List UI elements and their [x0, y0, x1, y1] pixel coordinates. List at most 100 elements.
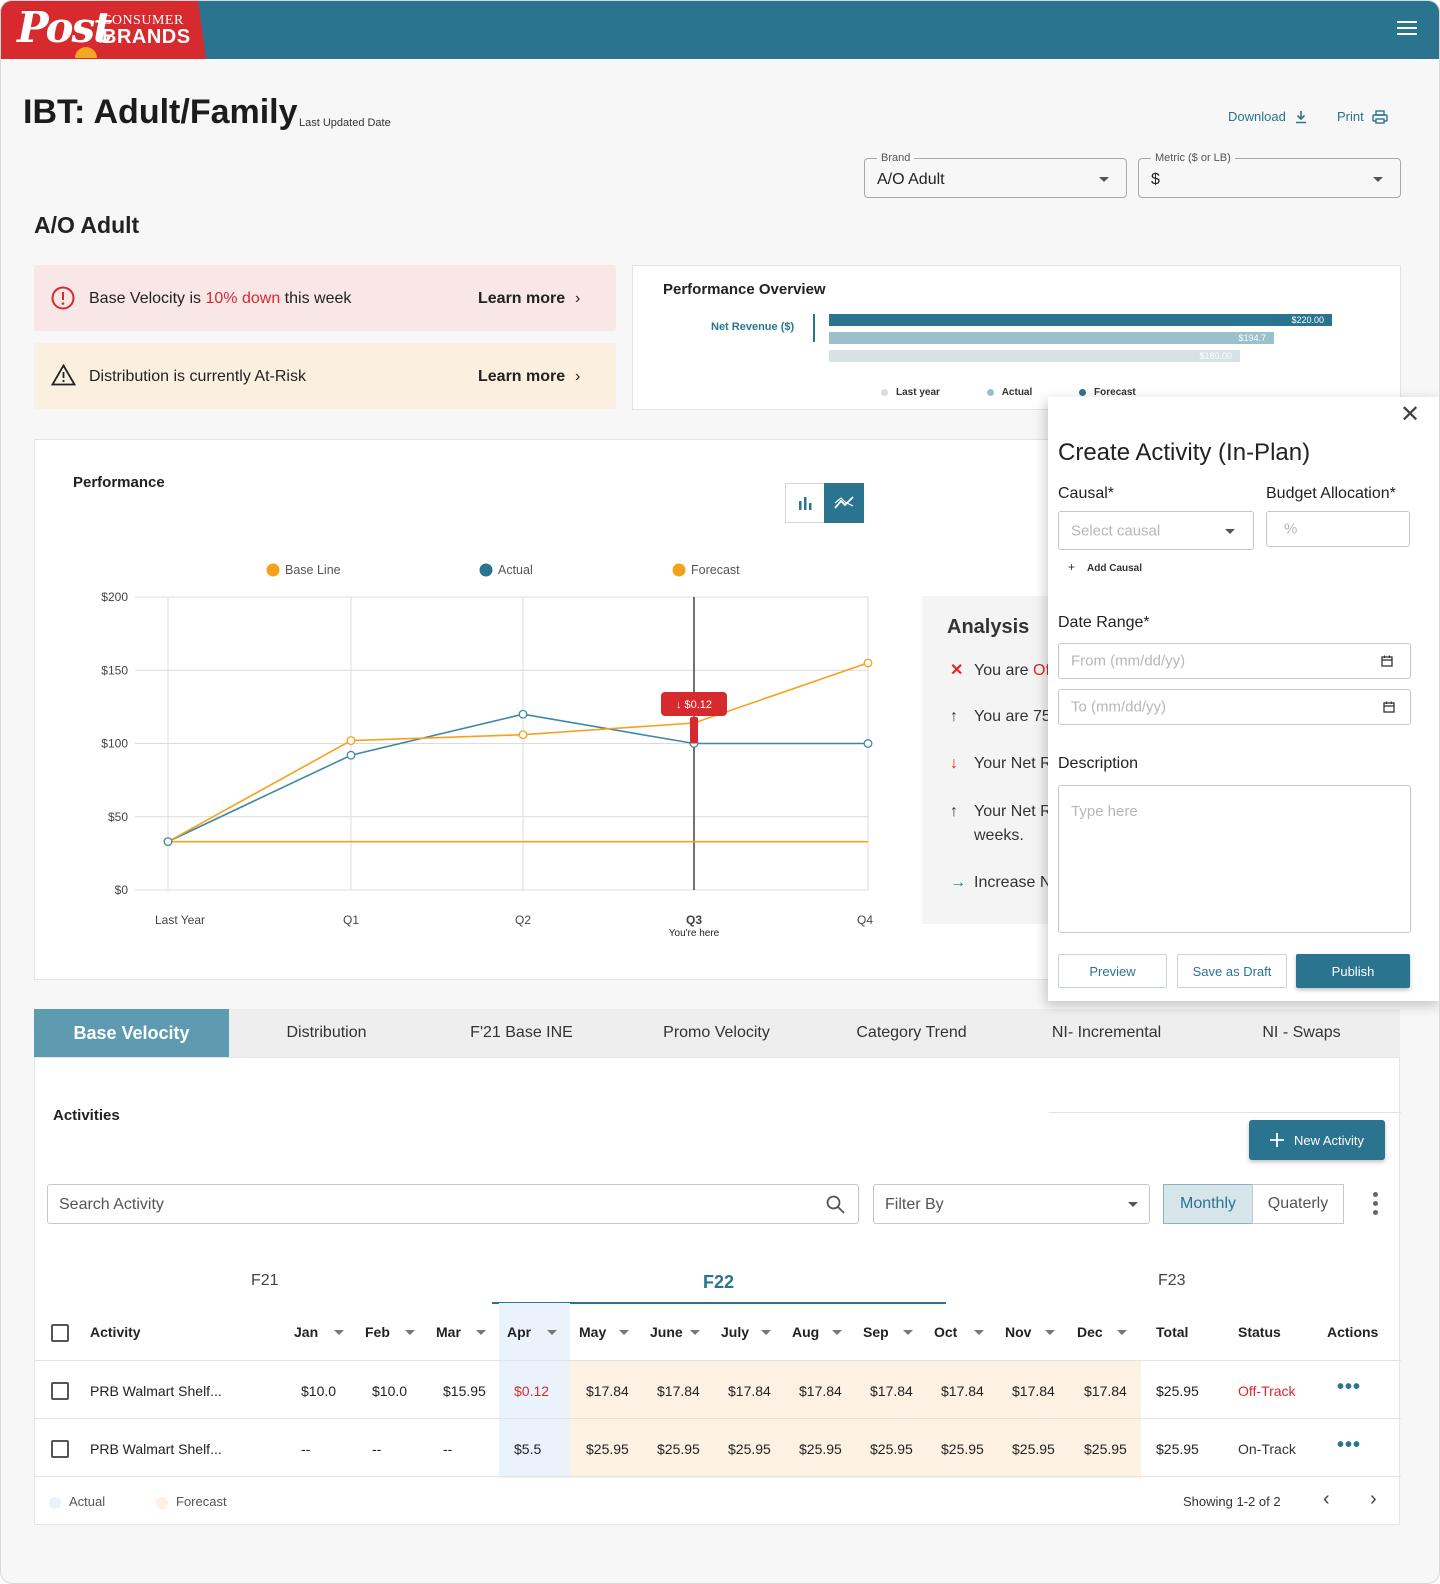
select-all-checkbox[interactable]: [51, 1324, 69, 1342]
brand-logo[interactable]: Post CONSUMER BRANDS: [1, 1, 206, 59]
column-header-month[interactable]: May: [579, 1324, 607, 1340]
sort-caret-icon[interactable]: [619, 1330, 629, 1335]
tab-base-velocity[interactable]: Base Velocity: [34, 1009, 229, 1057]
from-date-input[interactable]: From (mm/dd/yy): [1058, 643, 1411, 679]
column-header-month[interactable]: Feb: [365, 1324, 390, 1340]
monthly-toggle[interactable]: Monthly: [1163, 1184, 1253, 1224]
close-icon[interactable]: ✕: [1400, 401, 1421, 428]
line-chart-toggle[interactable]: [824, 483, 864, 523]
causal-select[interactable]: Select causal: [1058, 511, 1254, 550]
metric-select-value: $: [1151, 171, 1160, 188]
to-date-input[interactable]: To (mm/dd/yy): [1058, 689, 1411, 725]
divider: [1049, 1112, 1401, 1113]
analysis-title: Analysis: [947, 616, 1030, 638]
description-textarea[interactable]: Type here: [1058, 785, 1411, 933]
budget-input[interactable]: %: [1266, 511, 1410, 547]
sort-caret-icon[interactable]: [547, 1330, 557, 1335]
hamburger-menu-icon[interactable]: [1397, 21, 1417, 37]
data-point[interactable]: [346, 736, 356, 746]
column-header-month[interactable]: Nov: [1005, 1324, 1032, 1340]
tab-promo-velocity[interactable]: Promo Velocity: [663, 1024, 770, 1041]
sort-caret-icon[interactable]: [903, 1330, 913, 1335]
column-header-month[interactable]: Oct: [934, 1324, 958, 1340]
month-value: $17.84: [870, 1383, 913, 1399]
activity-name[interactable]: PRB Walmart Shelf...: [90, 1383, 222, 1399]
search-activity-input[interactable]: Search Activity: [47, 1184, 859, 1224]
preview-button[interactable]: Preview: [1058, 954, 1167, 988]
chevron-right-icon[interactable]: ›: [575, 368, 581, 385]
column-header-month[interactable]: Jan: [294, 1324, 319, 1340]
data-point[interactable]: [163, 837, 173, 847]
row-checkbox[interactable]: [51, 1382, 69, 1400]
row-actions-icon[interactable]: •••: [1337, 1434, 1362, 1456]
tab-category-trend[interactable]: Category Trend: [856, 1024, 967, 1041]
data-point[interactable]: [863, 658, 873, 668]
close-x-icon: ✕: [950, 662, 964, 679]
learn-more-link[interactable]: Learn more: [478, 290, 566, 307]
column-header-month[interactable]: Apr: [507, 1324, 532, 1340]
column-header-month[interactable]: Mar: [436, 1324, 461, 1340]
column-header-activity[interactable]: Activity: [90, 1324, 141, 1340]
year-f23[interactable]: F23: [1158, 1272, 1186, 1289]
sort-caret-icon[interactable]: [974, 1330, 984, 1335]
column-header-month[interactable]: Dec: [1077, 1324, 1103, 1340]
filter-by-select[interactable]: Filter By: [873, 1184, 1150, 1224]
sort-caret-icon[interactable]: [476, 1330, 486, 1335]
sort-caret-icon[interactable]: [405, 1330, 415, 1335]
sort-caret-icon[interactable]: [1117, 1330, 1127, 1335]
bar-chart-toggle[interactable]: [785, 483, 825, 523]
data-point[interactable]: [518, 730, 528, 740]
month-value: $25.95: [586, 1441, 629, 1457]
sort-caret-icon[interactable]: [832, 1330, 842, 1335]
sort-caret-icon[interactable]: [690, 1330, 700, 1335]
publish-button[interactable]: Publish: [1296, 954, 1410, 988]
print-label: Print: [1337, 109, 1364, 124]
learn-more-link[interactable]: Learn more: [478, 368, 566, 385]
calendar-icon[interactable]: [1381, 655, 1393, 667]
column-header-month[interactable]: June: [650, 1324, 683, 1340]
sort-caret-icon[interactable]: [761, 1330, 771, 1335]
quarterly-toggle[interactable]: Quaterly: [1252, 1184, 1344, 1224]
section-title: A/O Adult: [34, 212, 140, 238]
download-icon: [1295, 110, 1306, 123]
download-button[interactable]: Download: [1228, 109, 1308, 124]
tab-ni-incremental[interactable]: NI- Incremental: [1051, 1024, 1162, 1041]
x-tick-label: Last Year: [155, 913, 205, 927]
add-causal-button[interactable]: + Add Causal: [1068, 560, 1143, 574]
column-header-month[interactable]: Sep: [863, 1324, 889, 1340]
more-options-icon[interactable]: [1368, 1189, 1382, 1219]
overview-bar[interactable]: $194.7: [829, 332, 1274, 344]
chevron-left-icon[interactable]: ‹: [1323, 1488, 1330, 1510]
column-header-month[interactable]: Aug: [792, 1324, 820, 1340]
column-header-month[interactable]: July: [721, 1324, 750, 1340]
y-tick-label: $200: [101, 590, 128, 604]
tab-ni-swaps[interactable]: NI - Swaps: [1262, 1024, 1341, 1041]
column-header-total[interactable]: Total: [1156, 1324, 1189, 1340]
column-header-status[interactable]: Status: [1238, 1324, 1281, 1340]
variance-tooltip[interactable]: [661, 691, 727, 716]
print-button[interactable]: Print: [1337, 109, 1388, 124]
tab-distribution[interactable]: Distribution: [286, 1024, 367, 1041]
brand-select[interactable]: Brand A/O Adult: [864, 152, 1127, 198]
overview-bar[interactable]: $220.00: [829, 314, 1332, 326]
sort-caret-icon[interactable]: [1045, 1330, 1055, 1335]
year-f22[interactable]: F22: [703, 1272, 735, 1292]
new-activity-button[interactable]: New Activity: [1249, 1120, 1385, 1160]
row-checkbox[interactable]: [51, 1440, 69, 1458]
data-point[interactable]: [863, 739, 873, 748]
save-draft-button[interactable]: Save as Draft: [1177, 954, 1287, 988]
tab-f21-base-ine[interactable]: F'21 Base INE: [470, 1024, 573, 1041]
data-point[interactable]: [346, 750, 356, 760]
sort-caret-icon[interactable]: [334, 1330, 344, 1335]
performance-line-chart[interactable]: $0 $50 $100 $150 $200 Last Year Q1 Q2 Q3 Q4 You're…: [35, 540, 905, 950]
row-actions-icon[interactable]: •••: [1337, 1376, 1362, 1398]
chevron-right-icon[interactable]: ›: [1370, 1488, 1377, 1510]
variance-marker[interactable]: [690, 716, 698, 744]
metric-select[interactable]: Metric ($ or LB) $: [1138, 152, 1401, 198]
calendar-icon[interactable]: [1383, 701, 1395, 713]
overview-bar[interactable]: $180.00: [829, 350, 1240, 362]
data-point[interactable]: [518, 709, 528, 719]
chevron-right-icon[interactable]: ›: [575, 290, 581, 307]
year-f21[interactable]: F21: [251, 1272, 279, 1289]
activity-name[interactable]: PRB Walmart Shelf...: [90, 1441, 222, 1457]
